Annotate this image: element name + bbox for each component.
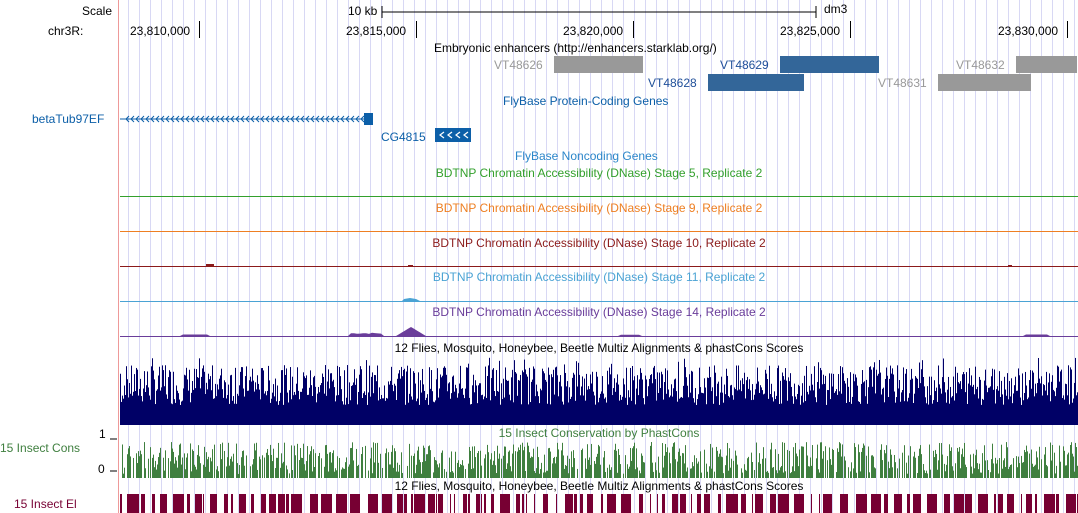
enhancer-label[interactable]: VT48632 (956, 58, 1005, 72)
enhancer-label[interactable]: VT48629 (720, 58, 769, 72)
track-title-insect-el: 12 Flies, Mosquito, Honeybee, Beetle Mul… (394, 479, 804, 493)
ruler-position: 23,825,000 (780, 24, 841, 38)
gene-label-betatub97ef[interactable]: betaTub97EF (32, 112, 105, 126)
insect-cons-side-label[interactable]: 15 Insect Cons (0, 441, 81, 455)
multiz-conservation-wiggle[interactable] (120, 357, 1078, 425)
enhancer-feature[interactable] (780, 56, 879, 73)
insect-el-elements[interactable] (120, 494, 1078, 513)
dnase-stage9-signal[interactable] (120, 231, 1078, 232)
dnase-stage10-signal[interactable] (120, 258, 1078, 268)
enhancer-label[interactable]: VT48626 (494, 58, 543, 72)
track-title-dnase-stage10: BDTNP Chromatin Accessibility (DNase) St… (432, 236, 766, 250)
ruler-position: 23,830,000 (998, 24, 1059, 38)
insect-el-side-label[interactable]: 15 Insect El (14, 497, 77, 511)
chrom-label: chr3R: (48, 24, 84, 38)
track-title-dnase-stage5: BDTNP Chromatin Accessibility (DNase) St… (435, 166, 763, 180)
ruler-tick (199, 21, 200, 38)
enhancer-feature[interactable] (708, 74, 804, 91)
track-title-insect-cons: 15 Insect Conservation by PhastCons (498, 426, 700, 440)
left-label-divider (118, 0, 119, 513)
gene-cg4815[interactable] (435, 128, 473, 143)
track-title-dnase-stage9: BDTNP Chromatin Accessibility (DNase) St… (435, 201, 763, 215)
enhancer-feature[interactable] (554, 56, 643, 73)
ruler-tick (416, 21, 417, 38)
track-title-multiz: 12 Flies, Mosquito, Honeybee, Beetle Mul… (394, 341, 804, 355)
enhancer-label[interactable]: VT48628 (648, 76, 697, 90)
track-title-dnase-stage14: BDTNP Chromatin Accessibility (DNase) St… (432, 305, 766, 319)
assembly-label: dm3 (824, 2, 848, 16)
insect-cons-scale-ticks (110, 438, 117, 472)
ruler-position: 23,815,000 (346, 24, 407, 38)
base-position-grid (120, 0, 1078, 513)
gene-label-cg4815[interactable]: CG4815 (381, 130, 426, 144)
track-title-enhancers: Embryonic enhancers (http://enhancers.st… (434, 41, 717, 55)
enhancer-label[interactable]: VT48631 (878, 76, 927, 90)
scale-label: Scale (82, 4, 113, 18)
scale-bar-label: 10 kb (348, 4, 378, 18)
track-title-dnase-stage11: BDTNP Chromatin Accessibility (DNase) St… (432, 270, 766, 284)
enhancer-feature[interactable] (938, 74, 1031, 91)
insect-cons-wiggle[interactable] (120, 440, 1078, 478)
track-title-protein-coding: FlyBase Protein-Coding Genes (503, 94, 669, 108)
ruler-tick (850, 21, 851, 38)
track-title-noncoding: FlyBase Noncoding Genes (515, 149, 658, 163)
ruler-tick (633, 21, 634, 38)
dnase-stage11-signal[interactable] (120, 292, 1078, 302)
ruler-position: 23,810,000 (130, 24, 191, 38)
dnase-stage5-signal[interactable] (120, 196, 1078, 197)
gene-betatub97ef[interactable] (118, 110, 378, 128)
insect-cons-scale-max: 1 (99, 427, 106, 441)
scale-bar (381, 6, 817, 18)
ruler-position: 23,820,000 (563, 24, 624, 38)
ruler-tick (1067, 21, 1068, 38)
enhancer-feature[interactable] (1016, 56, 1077, 73)
insect-cons-scale-min: 0 (98, 462, 105, 476)
dnase-stage14-signal[interactable] (120, 320, 1078, 338)
